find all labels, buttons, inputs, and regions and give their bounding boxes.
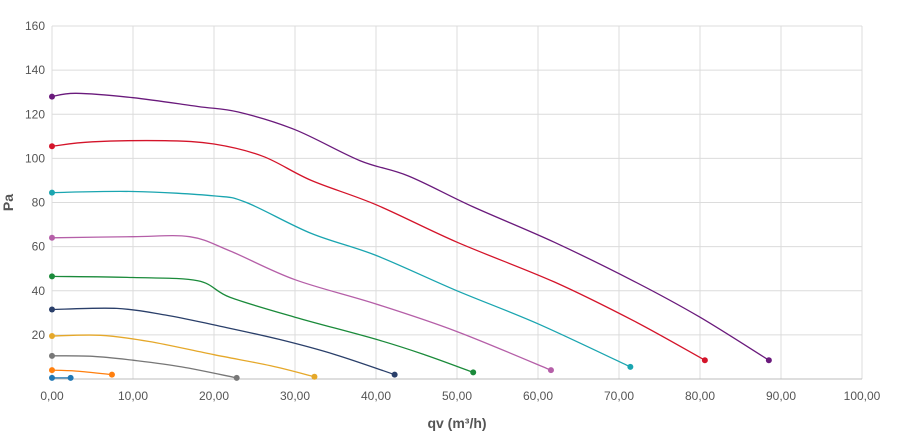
y-tick-label: 100 [25,151,45,165]
y-tick-label: 20 [32,328,46,342]
series-end-point [391,371,398,378]
series-line-group [49,92,772,364]
series-group [49,92,772,381]
series-line-group [49,306,398,378]
series-end-point [627,363,634,370]
series-end-point [67,374,74,381]
series-line-group [49,139,708,364]
series-start-point [49,189,55,196]
series-end-point [765,357,772,364]
y-tick-label: 40 [32,284,46,298]
y-axis-title: Pa [0,194,16,211]
x-tick-label: 60,00 [523,389,553,403]
series-line [51,234,552,371]
series-line-group [49,367,115,378]
series-line-group [49,189,634,370]
series-start-point [49,93,55,100]
x-tick-label: 40,00 [361,389,391,403]
y-tick-label: 60 [32,240,46,254]
series-line [51,139,706,361]
series-end-point [233,374,240,381]
series-start-point [49,306,55,313]
tick-labels: 0,00 10,00 20,00 30,00 40,00 50,00 60,00 70,00 8… [25,19,881,403]
series-line [51,355,237,379]
x-tick-label: 100,00 [844,389,881,403]
series-line [51,369,112,376]
series-start-point [49,234,55,241]
x-tick-label: 10,00 [118,389,148,403]
series-line [51,92,770,361]
series-start-point [49,374,55,381]
y-tick-label: 160 [25,19,45,33]
series-start-point [49,143,55,150]
series-end-point [108,371,115,378]
x-tick-label: 30,00 [280,389,310,403]
series-end-point [311,373,318,380]
x-tick-label: 0,00 [40,389,64,403]
series-start-point [49,332,55,339]
y-tick-label: 120 [25,107,45,121]
x-tick-label: 50,00 [442,389,472,403]
x-tick-label: 20,00 [199,389,229,403]
x-tick-label: 90,00 [766,389,796,403]
series-end-point [547,367,554,374]
series-line-group [49,332,318,380]
series-line-group [49,374,74,381]
x-axis-title: qv (m³/h) [427,415,486,431]
series-start-point [49,273,55,280]
y-tick-label: 80 [32,196,46,210]
series-line-group [49,234,554,374]
series-line [51,334,315,378]
series-line-group [49,352,240,381]
grid [51,25,863,379]
series-line-group [49,273,477,376]
x-tick-label: 70,00 [604,389,634,403]
series-line [51,307,395,376]
series-line [51,275,474,374]
series-start-point [49,352,55,359]
series-end-point [701,357,708,364]
series-end-point [470,369,477,376]
series-line [51,190,631,368]
y-tick-label: 140 [25,63,45,77]
series-start-point [49,367,55,374]
x-tick-label: 80,00 [685,389,715,403]
